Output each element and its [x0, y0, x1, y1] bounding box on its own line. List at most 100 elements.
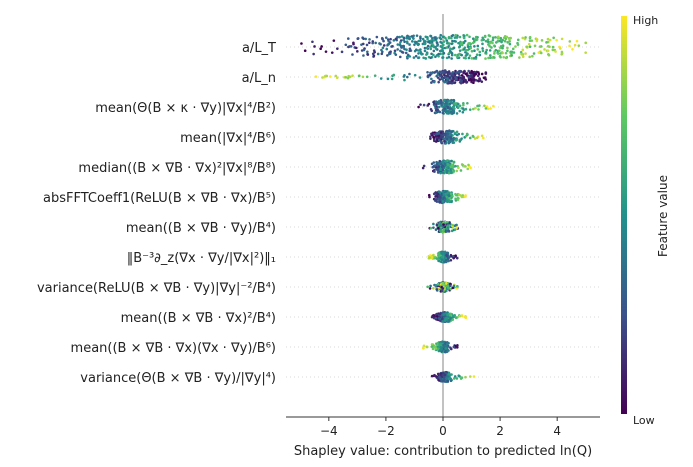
- data-point: [408, 47, 412, 51]
- data-point: [442, 258, 446, 261]
- data-point: [438, 110, 442, 114]
- data-point: [436, 171, 440, 174]
- data-point: [528, 35, 532, 39]
- data-point: [365, 43, 369, 47]
- data-point: [375, 35, 379, 39]
- data-point: [418, 76, 422, 79]
- data-point: [435, 167, 439, 171]
- data-point: [552, 36, 555, 40]
- data-point: [455, 138, 458, 142]
- data-point: [472, 375, 476, 378]
- feature-label: mean((B × ∇B · ∇x)(∇x · ∇y)/B⁶): [71, 341, 276, 356]
- data-point: [384, 36, 388, 39]
- data-point: [427, 102, 431, 106]
- data-point: [530, 39, 534, 42]
- data-point: [456, 344, 459, 347]
- data-point: [429, 56, 433, 60]
- data-point: [437, 105, 441, 109]
- data-point: [442, 70, 445, 74]
- data-point: [458, 49, 462, 52]
- data-point: [437, 80, 440, 84]
- data-point: [426, 75, 430, 78]
- data-point: [445, 195, 448, 199]
- data-point: [436, 44, 439, 47]
- data-point: [449, 282, 452, 286]
- data-point: [468, 42, 472, 45]
- data-point: [447, 55, 451, 59]
- data-point: [475, 53, 479, 57]
- x-tick-label: 2: [496, 424, 504, 438]
- data-point: [434, 375, 438, 378]
- data-point: [494, 36, 497, 39]
- data-point: [481, 49, 485, 53]
- data-point: [474, 72, 478, 76]
- data-point: [435, 198, 438, 202]
- data-point: [441, 340, 444, 343]
- data-point: [438, 195, 441, 199]
- data-point: [492, 104, 495, 108]
- data-point: [410, 35, 414, 38]
- data-point: [546, 37, 550, 41]
- data-point: [510, 50, 514, 54]
- data-point: [499, 36, 503, 40]
- data-point: [498, 54, 502, 58]
- data-point: [433, 170, 436, 173]
- data-point: [493, 44, 496, 47]
- data-point: [422, 344, 426, 348]
- data-point: [440, 45, 444, 48]
- data-point: [501, 46, 504, 50]
- data-point: [453, 39, 456, 43]
- data-point: [465, 48, 468, 52]
- data-point: [449, 165, 453, 169]
- data-point: [551, 45, 555, 49]
- data-point: [568, 44, 571, 48]
- data-point: [446, 132, 449, 136]
- data-point: [439, 73, 443, 76]
- data-point: [394, 53, 398, 56]
- data-point: [434, 228, 438, 231]
- data-point: [537, 51, 541, 54]
- data-point: [435, 223, 439, 227]
- data-point: [450, 53, 454, 57]
- data-point: [347, 74, 350, 78]
- data-point: [455, 377, 459, 380]
- data-point: [451, 286, 455, 290]
- data-point: [451, 105, 455, 109]
- data-point: [436, 347, 440, 351]
- data-point: [460, 163, 464, 166]
- data-point: [524, 36, 527, 39]
- data-point: [426, 44, 430, 48]
- data-point: [466, 101, 469, 105]
- data-point: [436, 108, 439, 111]
- data-point: [434, 283, 438, 287]
- data-point: [568, 40, 572, 43]
- data-point: [442, 40, 446, 43]
- data-point: [427, 193, 431, 197]
- data-point: [439, 222, 442, 226]
- data-point: [434, 316, 438, 320]
- data-point: [466, 167, 470, 171]
- data-point: [520, 53, 523, 56]
- data-point: [434, 100, 438, 104]
- data-point: [381, 37, 384, 41]
- feature-label: mean(Θ(B × κ · ∇y)|∇x|⁴/B²): [95, 101, 276, 116]
- data-point: [449, 287, 452, 291]
- data-point: [458, 69, 461, 73]
- data-point: [439, 377, 442, 380]
- data-point: [380, 52, 384, 56]
- data-point: [506, 46, 509, 50]
- data-point: [560, 52, 563, 56]
- data-point: [474, 35, 478, 39]
- data-point: [443, 107, 447, 110]
- data-point: [467, 56, 471, 60]
- data-point: [548, 45, 551, 49]
- data-point: [461, 110, 465, 114]
- data-point: [468, 136, 472, 140]
- data-point: [430, 255, 434, 259]
- data-point: [361, 42, 365, 46]
- data-point: [487, 43, 490, 46]
- x-tick-label: 4: [553, 424, 561, 438]
- data-point: [464, 107, 468, 111]
- data-point: [454, 197, 457, 201]
